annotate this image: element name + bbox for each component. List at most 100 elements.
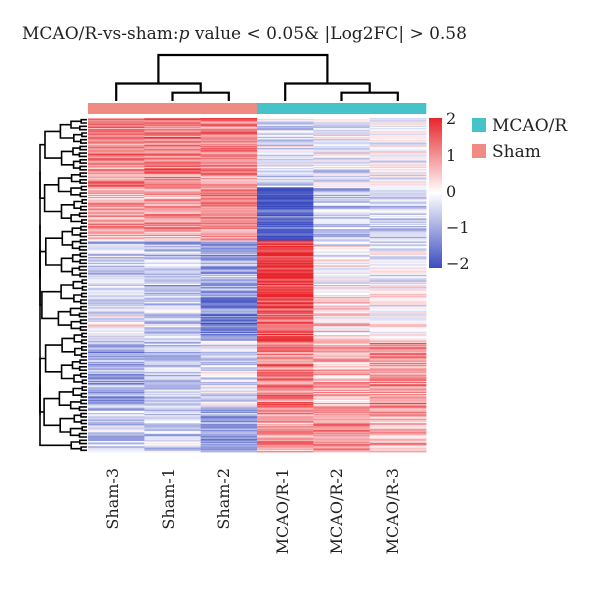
heatmap-cell: [257, 355, 314, 357]
heatmap-cell: [369, 317, 427, 319]
heatmap-cell: [88, 387, 145, 389]
heatmap-cell: [144, 171, 202, 173]
heatmap-cell: [88, 438, 145, 441]
heatmap-cell: [313, 158, 371, 160]
row-dendrogram-branch: [79, 179, 87, 184]
heatmap-cell: [88, 396, 145, 398]
heatmap-cell: [200, 166, 258, 169]
heatmap-cell: [88, 212, 145, 215]
row-dendrogram: [39, 118, 87, 452]
heatmap-cell: [144, 283, 202, 286]
heatmap-cell: [369, 136, 427, 139]
heatmap-cell: [313, 302, 371, 305]
heatmap-cell: [257, 307, 314, 309]
heatmap-cell: [144, 263, 202, 266]
heatmap-cell: [257, 319, 314, 322]
heatmap-cell: [313, 338, 371, 340]
heatmap-cell: [144, 417, 202, 419]
heatmap-cell: [313, 271, 371, 274]
heatmap-cell: [200, 358, 258, 360]
annotation-cell: [88, 103, 145, 114]
heatmap-cell: [88, 407, 145, 409]
heatmap-cell: [144, 175, 202, 178]
heatmap-cell: [200, 278, 258, 280]
heatmap-cell: [369, 152, 427, 155]
row-dendrogram-branch: [80, 225, 87, 231]
heatmap-cell: [200, 209, 258, 211]
heatmap-cell: [200, 177, 258, 179]
row-dendrogram-branch: [80, 419, 87, 425]
heatmap-cell: [200, 253, 258, 256]
heatmap-cell: [313, 408, 371, 411]
heatmap-cell: [88, 128, 145, 130]
heatmap-cell: [257, 247, 314, 249]
heatmap-cell: [88, 177, 145, 179]
heatmap-cell: [88, 277, 145, 279]
heatmap-cell: [313, 118, 371, 120]
heatmap-cell: [144, 158, 202, 160]
heatmap-cell: [257, 166, 314, 169]
heatmap-cell: [313, 407, 371, 409]
heatmap-cell: [88, 228, 145, 230]
heatmap-cell: [88, 242, 145, 245]
heatmap-cell: [200, 283, 258, 286]
heatmap-cell: [200, 203, 258, 206]
heatmap-cell: [200, 327, 258, 329]
heatmap-cell: [369, 278, 427, 280]
heatmap-cell: [144, 173, 202, 176]
heatmap-cell: [257, 128, 314, 130]
heatmap-cell: [257, 399, 314, 402]
heatmap-cell: [144, 192, 202, 195]
heatmap-cell: [88, 139, 145, 141]
heatmap-cell: [144, 125, 202, 128]
heatmap-cell: [257, 450, 314, 453]
heatmap-cell: [144, 166, 202, 169]
heatmap-cell: [200, 122, 258, 124]
heatmap-cell: [144, 400, 202, 403]
heatmap-cell: [257, 138, 314, 140]
heatmap-cell: [369, 357, 427, 359]
heatmap-cell: [257, 207, 314, 209]
heatmap-cell: [144, 390, 202, 393]
heatmap-cell: [313, 249, 371, 251]
heatmap-cell: [257, 306, 314, 308]
chart-title: MCAO/R-vs-sham:p value < 0.05& |Log2FC| …: [22, 24, 467, 44]
heatmap-cell: [144, 279, 202, 281]
heatmap-cell: [200, 449, 258, 452]
heatmap-cell: [313, 355, 371, 357]
heatmap-cell: [369, 150, 427, 152]
heatmap-cell: [369, 301, 427, 304]
heatmap-cell: [144, 322, 202, 325]
heatmap-cell: [257, 180, 314, 182]
heatmap-cell: [313, 392, 371, 395]
heatmap-cell: [257, 217, 314, 219]
heatmap-cell: [144, 277, 202, 279]
heatmap-cell: [257, 366, 314, 368]
heatmap-cell: [369, 444, 427, 446]
heatmap-cell: [200, 446, 258, 448]
heatmap-cell: [313, 364, 371, 366]
heatmap-cell: [88, 348, 145, 350]
heatmap-cell: [369, 360, 427, 363]
heatmap-cell: [257, 282, 314, 285]
heatmap-cell: [200, 160, 258, 162]
heatmap-cell: [88, 441, 145, 444]
heatmap-cell: [200, 135, 258, 138]
heatmap-cell: [313, 379, 371, 382]
row-dendrogram-branch: [44, 130, 62, 159]
heatmap-cell: [257, 168, 314, 170]
heatmap-cell: [144, 387, 202, 389]
heatmap-cell: [144, 204, 202, 207]
heatmap-cell: [369, 387, 427, 389]
heatmap-cell: [257, 151, 314, 153]
heatmap-cell: [313, 274, 371, 277]
heatmap-cell: [144, 281, 202, 284]
heatmap-cell: [257, 359, 314, 362]
heatmap-cell: [257, 177, 314, 179]
heatmap-cell: [313, 209, 371, 211]
heatmap-cell: [200, 234, 258, 237]
heatmap-cell: [200, 408, 258, 411]
heatmap-cell: [257, 215, 314, 218]
heatmap-cell: [88, 323, 145, 326]
heatmap-cell: [369, 151, 427, 153]
